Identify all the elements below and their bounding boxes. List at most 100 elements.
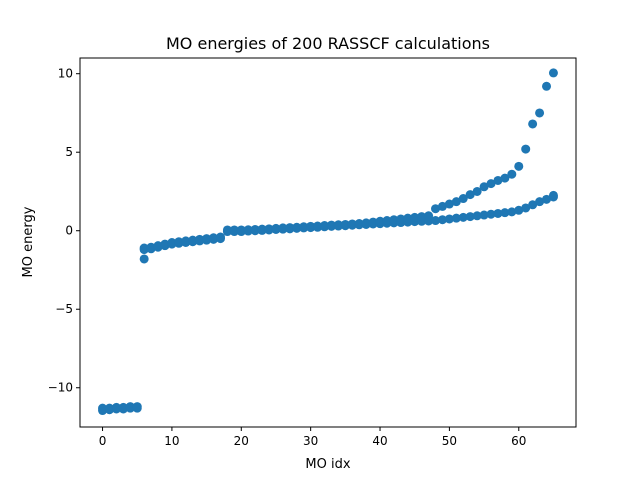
- y-axis-label: MO energy: [21, 206, 36, 277]
- data-point: [361, 218, 371, 228]
- data-point: [368, 217, 378, 227]
- data-point: [451, 197, 461, 207]
- data-point: [278, 223, 288, 233]
- plot-frame: [79, 57, 577, 428]
- data-point: [98, 403, 108, 413]
- data-point: [500, 173, 510, 183]
- data-point: [514, 161, 524, 171]
- data-point: [493, 208, 503, 218]
- x-axis-ticks: 0 10 20 30 40 50 60: [99, 427, 526, 448]
- data-point: [437, 201, 447, 211]
- data-point: [299, 222, 309, 232]
- data-point: [340, 219, 350, 229]
- data-point: [104, 403, 114, 413]
- data-point: [375, 216, 385, 226]
- data-point: [354, 219, 364, 228]
- data-point: [174, 237, 184, 247]
- data-point: [535, 108, 545, 118]
- data-point: [285, 223, 295, 233]
- data-point: [479, 182, 489, 192]
- data-point: [542, 194, 552, 204]
- data-point: [500, 208, 510, 218]
- data-point: [444, 214, 454, 224]
- data-point: [514, 205, 524, 215]
- data-point: [382, 216, 392, 226]
- data-point: [535, 197, 545, 207]
- data-point: [167, 238, 177, 247]
- data-point: [313, 221, 323, 231]
- data-point: [521, 203, 531, 213]
- data-point: [306, 221, 316, 231]
- data-point: [111, 402, 121, 412]
- data-point: [326, 220, 336, 230]
- data-point: [202, 234, 212, 244]
- data-point: [209, 233, 219, 243]
- data-point: [528, 119, 538, 129]
- data-point: [271, 223, 281, 233]
- data-point: [458, 194, 468, 204]
- x-tick-label: 40: [372, 434, 387, 448]
- data-point: [542, 81, 552, 91]
- x-tick-label: 0: [99, 434, 107, 448]
- data-point: [410, 212, 420, 222]
- data-point: [486, 179, 496, 189]
- x-tick-label: 50: [442, 434, 457, 448]
- y-axis-ticks: −10 −5 0 5 10: [48, 67, 80, 395]
- chart-title: MO energies of 200 RASSCF calculations: [166, 34, 490, 53]
- data-point: [548, 190, 558, 200]
- data-point: [431, 204, 441, 214]
- data-point: [222, 225, 232, 235]
- data-point: [403, 213, 413, 223]
- data-point: [444, 199, 454, 209]
- points-layer: [98, 68, 558, 416]
- data-point: [347, 219, 357, 229]
- data-point: [160, 239, 170, 249]
- data-point: [188, 235, 198, 245]
- y-tick-label: 0: [65, 224, 73, 238]
- y-tick-label: 5: [65, 145, 73, 159]
- data-point: [264, 224, 274, 234]
- x-axis-label: MO idx: [305, 457, 350, 472]
- data-point: [493, 175, 503, 185]
- data-point: [236, 225, 246, 235]
- data-point: [118, 402, 128, 412]
- data-point: [472, 186, 482, 196]
- data-point: [389, 215, 399, 225]
- data-point: [215, 232, 225, 242]
- data-point: [320, 221, 330, 231]
- x-tick-label: 30: [303, 434, 318, 448]
- data-point: [431, 216, 441, 226]
- data-point: [437, 215, 447, 225]
- data-point: [257, 224, 267, 234]
- data-point: [479, 210, 489, 220]
- data-point: [139, 243, 149, 253]
- y-tick-label: 10: [58, 67, 73, 81]
- data-point: [146, 242, 156, 252]
- data-point: [396, 214, 406, 224]
- data-point: [465, 212, 475, 222]
- y-tick-label: −5: [55, 302, 73, 316]
- data-point: [507, 207, 517, 217]
- data-point: [424, 211, 434, 221]
- data-point: [132, 402, 142, 412]
- data-point: [243, 225, 253, 235]
- data-point: [472, 211, 482, 221]
- data-point: [229, 225, 239, 235]
- data-point: [521, 144, 531, 154]
- data-point: [292, 222, 302, 232]
- data-point: [417, 212, 427, 222]
- x-tick-label: 60: [511, 434, 526, 448]
- data-point: [528, 200, 538, 210]
- data-point: [507, 169, 517, 179]
- data-point: [153, 241, 163, 251]
- data-point: [458, 212, 468, 222]
- y-tick-label: −10: [48, 381, 73, 395]
- data-point: [465, 190, 475, 200]
- data-point: [451, 213, 461, 223]
- data-point: [139, 254, 149, 264]
- data-point: [333, 220, 343, 230]
- data-point: [486, 209, 496, 219]
